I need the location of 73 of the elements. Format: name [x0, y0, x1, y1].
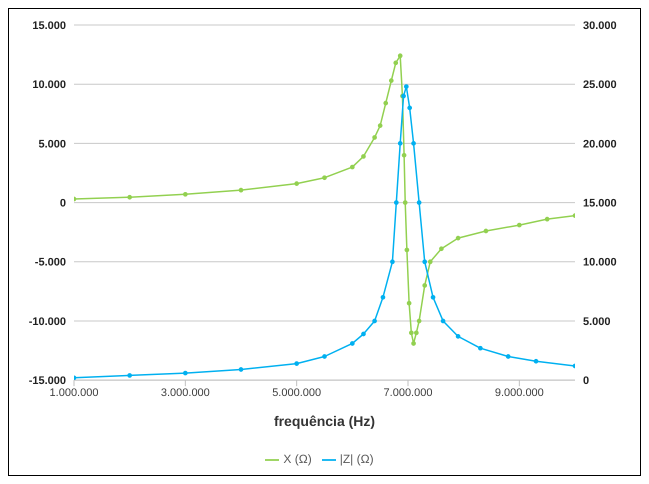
- point: [411, 141, 416, 146]
- point: [402, 152, 406, 158]
- point: [516, 222, 522, 228]
- point: [322, 354, 327, 359]
- point: [182, 370, 188, 376]
- point: [361, 154, 366, 159]
- point: [428, 259, 433, 264]
- point: [440, 318, 446, 324]
- point: [350, 164, 355, 170]
- y-tick-label: -10.000: [28, 316, 66, 328]
- y-tick-label: -15.000: [28, 375, 66, 388]
- y-tick-label: 15.000: [32, 20, 66, 32]
- point: [506, 354, 511, 359]
- x-tick-label: 7.000.000: [384, 386, 432, 399]
- point: [404, 84, 409, 89]
- y2-tick-label: 0: [583, 375, 590, 388]
- point: [422, 259, 428, 264]
- point: [398, 141, 403, 146]
- point: [456, 334, 460, 339]
- point: [394, 200, 399, 205]
- x-tick-label: 5.000.000: [272, 386, 322, 399]
- legend-label: |Z| (Ω): [340, 452, 374, 466]
- legend-label: X (Ω): [283, 452, 312, 466]
- point: [294, 361, 300, 366]
- y2-tick-label: 20.000: [583, 138, 617, 150]
- point: [439, 246, 444, 252]
- point: [361, 332, 366, 336]
- x-axis-title: frequência (Hz): [274, 413, 376, 430]
- point: [411, 341, 416, 346]
- point: [416, 318, 422, 324]
- y2-tick-label: 15.000: [583, 197, 617, 210]
- point: [456, 236, 460, 240]
- y2-tick-label: 30.000: [583, 20, 617, 32]
- x-tick-label: 1.000.000: [50, 386, 98, 399]
- point: [407, 106, 412, 110]
- point: [372, 318, 377, 324]
- point: [416, 200, 422, 205]
- y2-tick-label: 5.000: [583, 316, 611, 328]
- x-tick-label: 3.000.000: [160, 386, 210, 399]
- point: [390, 259, 395, 264]
- point: [402, 200, 408, 205]
- point: [398, 53, 403, 58]
- point: [238, 188, 244, 193]
- point: [414, 330, 419, 336]
- y-tick-label: 0: [60, 197, 66, 210]
- point: [380, 294, 386, 300]
- point: [404, 248, 410, 252]
- point: [127, 194, 132, 200]
- point: [182, 192, 188, 197]
- y2-tick-label: 10.000: [583, 256, 617, 269]
- point: [408, 330, 414, 336]
- point: [238, 367, 244, 372]
- point: [393, 60, 398, 66]
- point: [534, 358, 538, 364]
- point: [388, 78, 394, 83]
- point: [478, 346, 483, 351]
- point: [350, 341, 355, 346]
- point: [406, 300, 412, 306]
- x-tick-label: 9.000.000: [494, 386, 544, 399]
- y-tick-label: 5.000: [38, 138, 66, 150]
- point: [372, 135, 377, 140]
- y-tick-label: -5.000: [34, 256, 66, 269]
- point: [383, 100, 388, 106]
- point: [378, 123, 383, 128]
- point: [544, 216, 550, 222]
- point: [484, 228, 488, 234]
- y-tick-label: 10.000: [32, 79, 66, 92]
- point: [430, 294, 436, 300]
- y2-tick-label: 25.000: [583, 79, 617, 92]
- point: [127, 373, 132, 378]
- point: [294, 181, 300, 186]
- point: [422, 283, 428, 288]
- point: [322, 175, 327, 180]
